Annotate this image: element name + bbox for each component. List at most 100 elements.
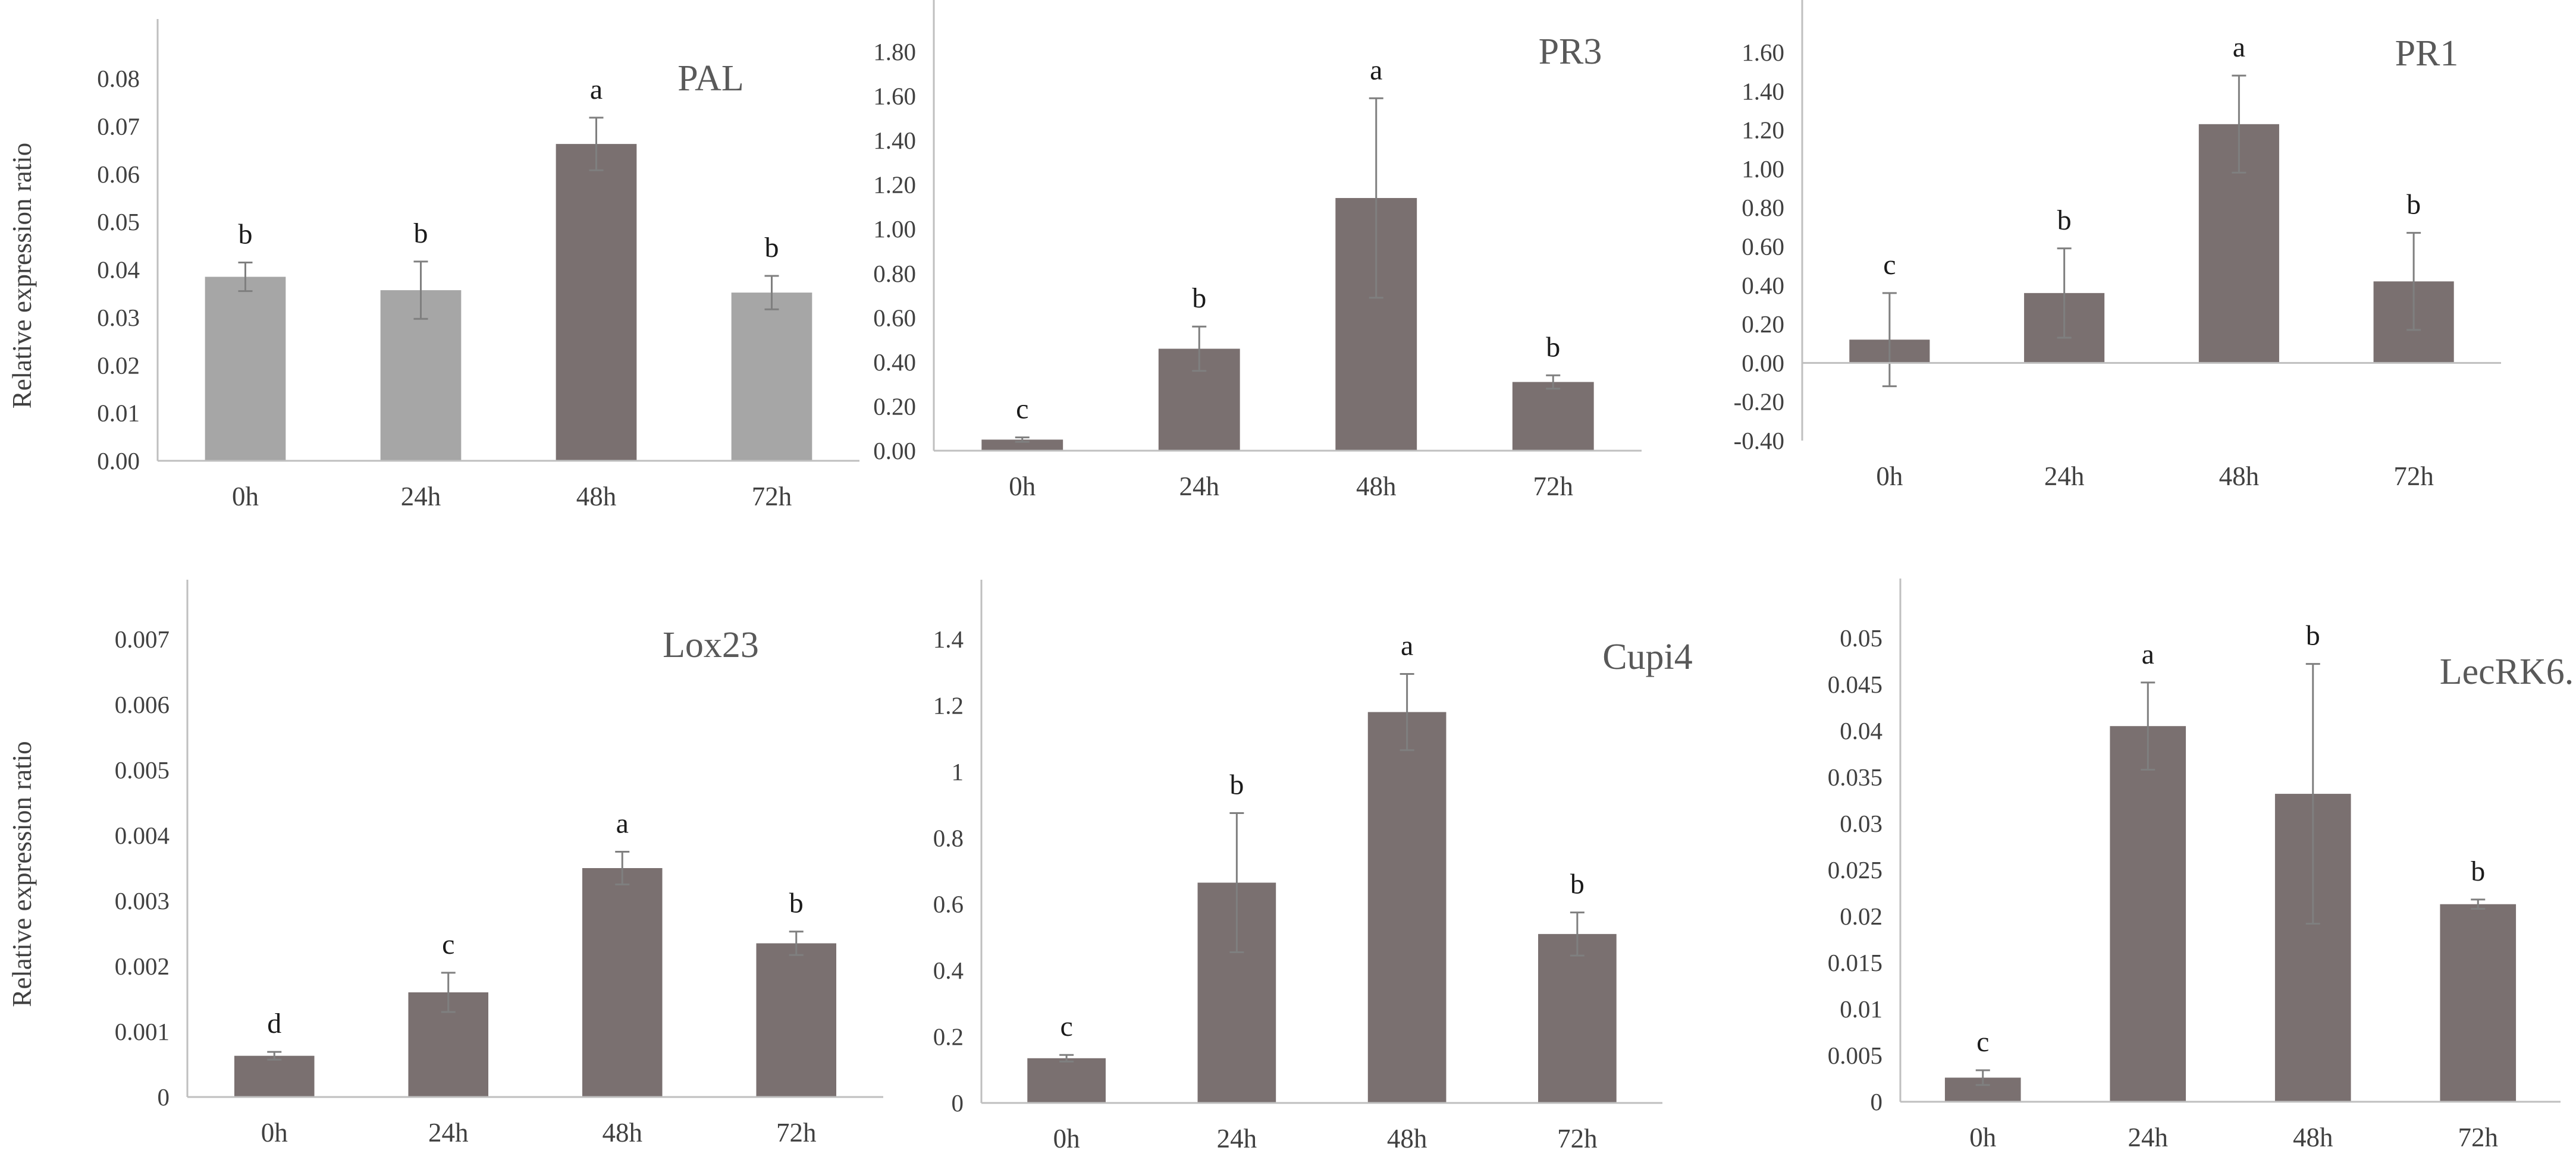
y-tick-label: 1.20	[1742, 117, 1784, 144]
x-tick-label: 0h	[1969, 1123, 1996, 1152]
bar	[2110, 726, 2186, 1102]
significance-letter: c	[1883, 249, 1896, 281]
bar	[205, 276, 286, 461]
y-tick-label: 1.2	[933, 691, 964, 719]
significance-letter: a	[2142, 639, 2154, 670]
y-tick-label: 0.003	[115, 887, 170, 914]
chart-title: PR3	[1539, 32, 1602, 72]
x-tick-label: 24h	[2044, 461, 2085, 491]
y-tick-label: 0.00	[1742, 349, 1784, 376]
panel-pr3: 0.00 0.20 0.40 0.60 0.80 1.00 1.20 1.40 1.60 1.80…	[873, 0, 1642, 501]
y-tick-label: 0.006	[115, 691, 170, 718]
y-tick-label: 0	[1871, 1088, 1883, 1115]
y-tick-label: 0.20	[873, 392, 916, 420]
y-tick-label: 0.80	[1742, 194, 1784, 221]
y-tick-label: 0.6	[933, 891, 964, 918]
x-tick-label: 72h	[1533, 472, 1574, 501]
bar	[1367, 712, 1447, 1103]
significance-letter: a	[2233, 32, 2245, 63]
y-tick-label: 0.045	[1828, 671, 1882, 698]
y-tick-label: 0.015	[1828, 949, 1882, 976]
y-tick-label: 0.004	[115, 822, 170, 849]
y-tick-label: 1	[952, 758, 964, 785]
y-tick-label: 0.002	[115, 953, 170, 980]
y-tick-label: 1.00	[873, 215, 916, 243]
x-tick-label: 24h	[1179, 472, 1220, 501]
significance-letter: b	[1570, 869, 1584, 900]
y-tick-label: 0.01	[1840, 995, 1882, 1023]
significance-letter: c	[1016, 394, 1028, 425]
y-tick-label: 1.60	[873, 83, 916, 110]
bar	[1027, 1058, 1106, 1103]
y-tick-label: 0.05	[97, 208, 140, 235]
y-tick-label: 0.005	[115, 756, 170, 784]
chart-title: PAL	[677, 58, 743, 99]
y-tick-label: 1.4	[933, 625, 964, 653]
x-tick-label: 48h	[1387, 1124, 1427, 1153]
y-tick-label: 0.01	[97, 400, 140, 427]
x-tick-label: 72h	[752, 482, 792, 511]
bar	[2440, 904, 2517, 1102]
panel-lox23: 0 0.001 0.002 0.003 0.004 0.005 0.006 0.007 d 0h c…	[7, 580, 883, 1148]
y-tick-label: -0.20	[1734, 388, 1784, 416]
panel-pal: 0.00 0.01 0.02 0.03 0.04 0.05 0.06 0.07 0.08 b 0h b…	[7, 19, 859, 511]
x-tick-label: 24h	[1217, 1124, 1257, 1153]
y-tick-label: 0.08	[97, 65, 140, 92]
y-tick-label: 0.025	[1828, 856, 1882, 884]
y-tick-label: 1.40	[873, 127, 916, 154]
x-tick-label: 24h	[428, 1118, 469, 1148]
y-tick-label: 0	[158, 1083, 170, 1111]
significance-letter: b	[414, 218, 428, 249]
y-tick-label: 0.4	[933, 957, 964, 984]
significance-letter: c	[442, 929, 454, 960]
y-tick-label: 0.20	[1742, 310, 1784, 338]
y-tick-label: -0.40	[1734, 427, 1784, 454]
y-tick-label: 0.00	[873, 437, 916, 464]
y-tick-label: 0.00	[97, 447, 140, 474]
y-tick-label: 0.2	[933, 1023, 964, 1051]
y-tick-label: 0.60	[1742, 233, 1784, 260]
y-tick-label: 0.05	[1840, 624, 1882, 652]
y-tick-label: 0.02	[1840, 903, 1882, 930]
x-tick-label: 24h	[2128, 1123, 2169, 1152]
x-tick-label: 48h	[576, 482, 617, 511]
x-tick-label: 48h	[2219, 461, 2260, 491]
y-tick-label: 0.005	[1828, 1042, 1882, 1069]
bar	[981, 439, 1063, 451]
significance-letter: b	[1229, 769, 1244, 801]
y-tick-label: 0.40	[1742, 272, 1784, 299]
x-tick-label: 0h	[261, 1118, 288, 1148]
x-tick-label: 72h	[2393, 461, 2434, 491]
chart-title: PR1	[2395, 33, 2459, 74]
panel-cupi4: 0 0.2 0.4 0.6 0.8 1 1.2 1.4 c 0h b 24h a 48h b 72h Cupi4	[933, 580, 1693, 1153]
x-tick-label: 0h	[1009, 472, 1036, 501]
bar	[556, 144, 637, 461]
y-tick-label: 1.20	[873, 171, 916, 199]
y-axis-title: Relative expression ratio	[7, 143, 37, 408]
x-tick-label: 0h	[1053, 1124, 1080, 1153]
x-tick-label: 48h	[2293, 1123, 2333, 1152]
significance-letter: b	[2306, 620, 2320, 652]
y-tick-label: 0.8	[933, 824, 964, 851]
y-axis-title: Relative expression ratio	[7, 741, 37, 1007]
x-tick-label: 48h	[1356, 472, 1397, 501]
x-tick-label: 72h	[2458, 1123, 2499, 1152]
panel-pr1: -0.40 -0.20 0.00 0.20 0.40 0.60 0.80 1.00 1.20 1.…	[1734, 0, 2501, 491]
y-tick-label: 0.06	[97, 161, 140, 188]
panel-lecrk61: 0 0.005 0.01 0.015 0.02 0.025 0.03 0.035 0.04 0.0…	[1828, 579, 2576, 1152]
y-tick-label: 0.04	[1840, 717, 1882, 744]
significance-letter: b	[2406, 189, 2421, 221]
chart-title: Cupi4	[1602, 637, 1693, 677]
bar	[582, 868, 663, 1097]
y-tick-label: 0.03	[97, 304, 140, 331]
y-tick-label: 0.035	[1828, 763, 1882, 791]
bar	[731, 293, 812, 461]
significance-letter: b	[1192, 282, 1206, 314]
x-tick-label: 72h	[776, 1118, 817, 1148]
y-tick-label: 0.001	[115, 1018, 170, 1045]
significance-letter: b	[2057, 205, 2072, 236]
y-tick-label: 0.60	[873, 304, 916, 331]
x-tick-label: 48h	[603, 1118, 643, 1148]
y-tick-label: 0.03	[1840, 810, 1882, 837]
y-tick-label: 0	[952, 1089, 964, 1117]
